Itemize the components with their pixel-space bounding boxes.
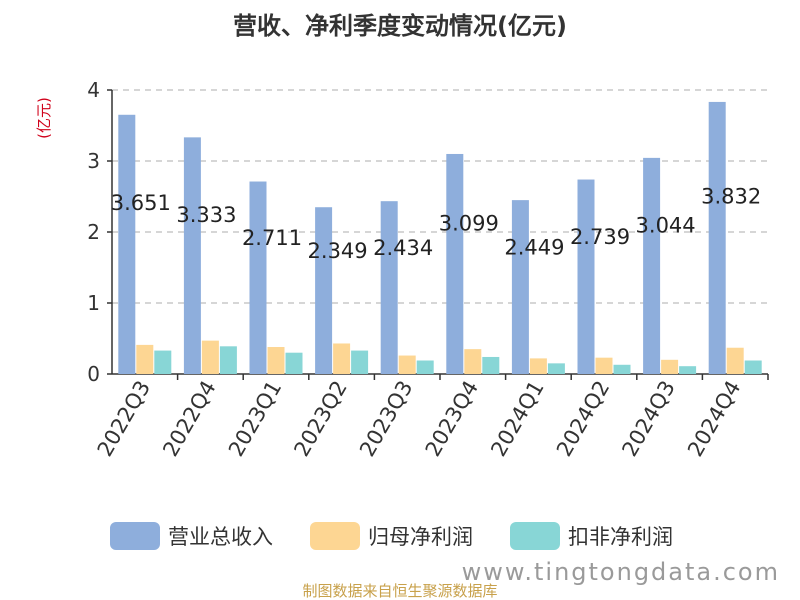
bar-series-0 [708, 101, 726, 374]
bar-series-1 [136, 344, 154, 374]
y-tick-labels: 0 1 2 3 4 [87, 78, 100, 386]
data-label: 2.449 [504, 236, 564, 260]
bar-series-1 [595, 357, 613, 374]
x-tick-label: 2023Q4 [421, 377, 483, 461]
bar-series-2 [351, 350, 369, 374]
x-tick-label: 2022Q4 [158, 377, 220, 461]
bar-series-2 [416, 360, 434, 374]
bars [118, 101, 762, 375]
bar-series-0 [643, 157, 661, 374]
gridlines [112, 89, 768, 304]
x-tick-label: 2024Q3 [617, 377, 679, 461]
legend: 营业总收入 归母净利润 扣非净利润 [110, 522, 673, 550]
bar-series-0 [183, 137, 201, 374]
bar-series-1 [333, 343, 351, 374]
legend-swatch [510, 522, 560, 550]
bar-series-1 [726, 347, 744, 374]
bar-series-2 [679, 366, 697, 374]
y-axis-unit-label: (亿元) [35, 97, 53, 139]
bar-series-2 [285, 352, 303, 374]
x-tick-label: 2023Q1 [224, 377, 286, 461]
bar-series-2 [482, 356, 500, 374]
bar-series-2 [547, 363, 565, 374]
data-label: 3.099 [439, 212, 499, 236]
y-tick-label: 1 [87, 291, 100, 315]
bar-series-2 [744, 360, 762, 374]
legend-swatch [310, 522, 360, 550]
bar-series-2 [219, 346, 237, 374]
data-label: 2.711 [242, 226, 302, 250]
bar-series-2 [154, 350, 172, 374]
bar-series-1 [529, 358, 547, 374]
chart-title: 营收、净利季度变动情况(亿元) [233, 12, 567, 40]
data-label: 3.044 [636, 214, 696, 238]
bar-series-0 [118, 114, 136, 375]
bar-series-0 [511, 200, 529, 374]
data-label: 3.333 [176, 203, 236, 227]
x-tick-label: 2024Q2 [552, 377, 614, 461]
legend-label: 归母净利润 [368, 525, 473, 549]
bar-series-1 [267, 347, 285, 374]
bar-series-1 [661, 359, 679, 374]
watermark: www.tingtongdata.com [462, 558, 780, 586]
x-tick-label: 2024Q1 [486, 377, 548, 461]
bar-series-0 [446, 153, 464, 374]
bar-series-0 [577, 179, 595, 374]
bar-series-1 [201, 340, 219, 374]
y-tick-label: 0 [87, 362, 100, 386]
data-label: 3.832 [701, 184, 761, 208]
data-label: 3.651 [111, 191, 171, 215]
legend-swatch [110, 522, 160, 550]
data-label: 2.739 [570, 225, 630, 249]
bar-series-1 [398, 355, 416, 374]
x-tick-label: 2024Q4 [683, 377, 745, 461]
y-tick-label: 4 [87, 78, 100, 102]
bar-series-0 [249, 181, 267, 374]
bar-series-0 [315, 207, 333, 374]
data-label: 2.349 [308, 239, 368, 263]
x-tick-labels: 2022Q3 2022Q4 2023Q1 2023Q2 2023Q3 2023Q4 2024… [93, 377, 746, 461]
legend-label: 扣非净利润 [568, 525, 673, 549]
x-tick-label: 2023Q3 [355, 377, 417, 461]
y-tick-label: 3 [87, 149, 100, 173]
x-tick-label: 2022Q3 [93, 377, 155, 461]
bar-series-0 [380, 201, 398, 374]
bar-series-2 [613, 364, 631, 374]
data-label: 2.434 [373, 236, 433, 260]
legend-label: 营业总收入 [168, 525, 273, 549]
bar-series-1 [464, 349, 482, 374]
x-tick-label: 2023Q2 [289, 377, 351, 461]
y-tick-label: 2 [87, 220, 100, 244]
data-source-note: 制图数据来自恒生聚源数据库 [302, 582, 497, 600]
